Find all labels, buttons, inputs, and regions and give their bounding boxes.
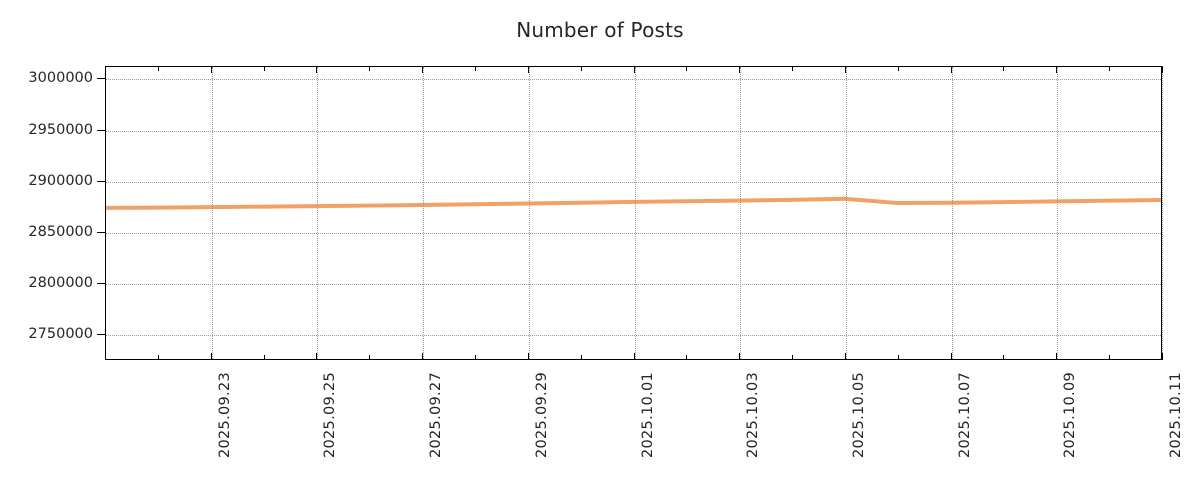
plot-area bbox=[105, 66, 1163, 360]
x-tick-minor bbox=[263, 355, 265, 360]
x-tick-label: 2025.10.07 bbox=[956, 372, 973, 459]
x-tick-top bbox=[263, 66, 265, 71]
x-tick-major bbox=[422, 353, 424, 360]
gridline-vertical bbox=[317, 67, 319, 359]
gridline-vertical bbox=[211, 67, 213, 359]
x-tick-top bbox=[844, 66, 846, 73]
x-tick-label: 2025.10.09 bbox=[1062, 372, 1079, 459]
x-tick-major bbox=[844, 353, 846, 360]
x-tick-top bbox=[369, 66, 371, 71]
gridline-horizontal bbox=[106, 284, 1161, 286]
gridline-vertical bbox=[423, 67, 425, 359]
x-tick-minor bbox=[897, 355, 899, 360]
x-tick-label: 2025.10.01 bbox=[639, 372, 656, 459]
gridline-vertical bbox=[740, 67, 742, 359]
x-tick-minor bbox=[1003, 355, 1005, 360]
y-tick-mark bbox=[97, 231, 105, 233]
gridline-vertical bbox=[1162, 67, 1163, 359]
x-tick-top bbox=[792, 66, 794, 71]
x-tick-label: 2025.10.03 bbox=[745, 372, 762, 459]
x-tick-label: 2025.10.05 bbox=[850, 372, 867, 459]
x-tick-top bbox=[527, 66, 529, 73]
gridline-horizontal bbox=[106, 232, 1161, 234]
y-tick-mark bbox=[97, 129, 105, 131]
x-tick-top bbox=[633, 66, 635, 73]
page-title: Number of Posts bbox=[516, 18, 684, 42]
y-tick-label: 2850000 bbox=[28, 223, 93, 240]
y-tick-mark bbox=[97, 283, 105, 285]
x-tick-top bbox=[1162, 66, 1163, 73]
x-tick-minor bbox=[580, 355, 582, 360]
x-tick-major bbox=[210, 353, 212, 360]
y-tick-mark bbox=[97, 334, 105, 336]
x-tick-top bbox=[580, 66, 582, 71]
gridline-horizontal bbox=[106, 79, 1161, 81]
y-tick-label: 2950000 bbox=[28, 121, 93, 138]
x-tick-top bbox=[1003, 66, 1005, 71]
x-tick-top bbox=[316, 66, 318, 73]
x-tick-top bbox=[1109, 66, 1111, 71]
x-tick-major bbox=[633, 353, 635, 360]
x-tick-minor bbox=[474, 355, 476, 360]
x-tick-label: 2025.09.25 bbox=[322, 372, 339, 459]
line-series bbox=[106, 196, 1161, 210]
gridline-horizontal bbox=[106, 130, 1161, 132]
x-tick-minor bbox=[792, 355, 794, 360]
x-tick-top bbox=[422, 66, 424, 73]
x-tick-label: 2025.09.29 bbox=[533, 372, 550, 459]
gridline-vertical bbox=[634, 67, 636, 359]
x-tick-minor bbox=[1109, 355, 1111, 360]
x-tick-top bbox=[474, 66, 476, 71]
x-tick-major bbox=[950, 353, 952, 360]
x-tick-major bbox=[1056, 353, 1058, 360]
x-tick-top bbox=[686, 66, 688, 71]
gridline-vertical bbox=[528, 67, 530, 359]
x-tick-major bbox=[316, 353, 318, 360]
x-tick-label: 2025.10.11 bbox=[1168, 372, 1184, 459]
x-tick-top bbox=[105, 66, 106, 71]
y-tick-label: 2800000 bbox=[28, 275, 93, 292]
x-tick-top bbox=[1056, 66, 1058, 73]
series-polyline bbox=[106, 196, 1161, 210]
x-tick-top bbox=[157, 66, 159, 71]
x-tick-top bbox=[897, 66, 899, 71]
gridline-horizontal bbox=[106, 181, 1161, 183]
y-tick-label: 2900000 bbox=[28, 172, 93, 189]
gridline-vertical bbox=[845, 67, 847, 359]
x-tick-top bbox=[950, 66, 952, 73]
x-tick-top bbox=[739, 66, 741, 73]
x-tick-label: 2025.09.27 bbox=[428, 372, 445, 459]
x-tick-label: 2025.09.23 bbox=[216, 372, 233, 459]
x-tick-major bbox=[739, 353, 741, 360]
y-tick-label: 3000000 bbox=[28, 70, 93, 87]
x-tick-major bbox=[1162, 353, 1163, 360]
gridline-vertical bbox=[1057, 67, 1059, 359]
x-tick-major bbox=[527, 353, 529, 360]
x-tick-minor bbox=[157, 355, 159, 360]
gridline-horizontal bbox=[106, 335, 1161, 337]
y-tick-mark bbox=[97, 78, 105, 80]
gridline-vertical bbox=[951, 67, 953, 359]
x-tick-minor bbox=[105, 355, 106, 360]
y-tick-label: 2750000 bbox=[28, 326, 93, 343]
x-tick-top bbox=[210, 66, 212, 73]
x-tick-minor bbox=[369, 355, 371, 360]
x-tick-minor bbox=[686, 355, 688, 360]
y-tick-mark bbox=[97, 180, 105, 182]
